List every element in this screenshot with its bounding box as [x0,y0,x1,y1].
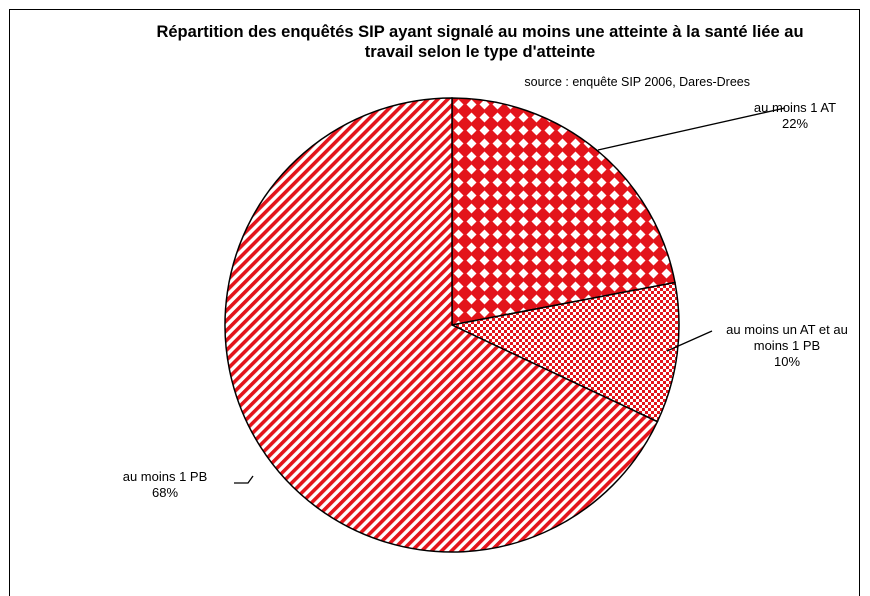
slice-value: 68% [151,485,179,500]
pie-slice [451,97,676,326]
leader-line [597,107,786,151]
chart-title: Répartition des enquêtés SIP ayant signa… [156,23,804,61]
slice-label: au moins un AT et au moins 1 PB 10% [712,322,862,370]
slice-label: au moins 1 PB 68% [100,469,230,501]
leader-line [666,330,713,352]
slice-category: au moins un AT et au moins 1 PB [726,322,848,353]
slice-value: 10% [773,354,801,369]
slice-category: au moins 1 PB [122,469,208,484]
leader-line [234,475,254,484]
slice-category: au moins 1 AT [753,100,837,115]
slice-value: 22% [781,116,809,131]
pie-slice [224,97,659,553]
chart-subtitle: source : enquête SIP 2006, Dares-Drees [524,75,750,89]
slice-label: au moins 1 AT 22% [740,100,850,132]
pie-slice [449,281,680,423]
